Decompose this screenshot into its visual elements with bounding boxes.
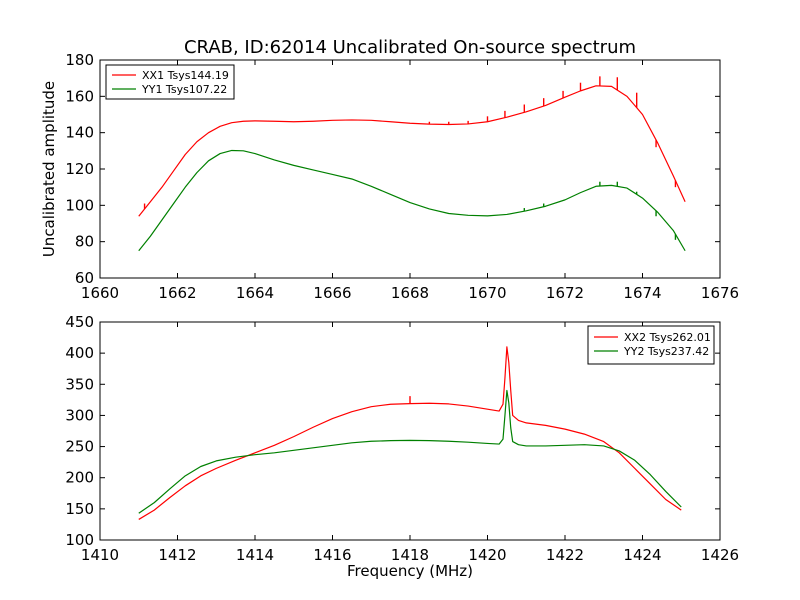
x-tick-label: 1662 [158,284,196,302]
legend-label: XX2 Tsys262.01 [624,331,711,344]
legend-label: YY1 Tsys107.22 [141,83,227,96]
y-tick-label: 350 [65,375,94,393]
legend-box [105,64,235,100]
x-tick-label: 1664 [236,284,274,302]
series-line-1 [138,346,682,520]
y-tick-label: 400 [65,344,94,362]
y-tick-label: 140 [65,124,94,142]
x-tick-label: 1674 [623,284,661,302]
x-tick-label: 1420 [468,546,506,564]
x-tick-label: 1418 [391,546,429,564]
y-tick-label: 60 [75,269,94,287]
y-tick-label: 450 [65,313,94,331]
y-tick-label: 150 [65,500,94,518]
legend-label: XX1 Tsys144.19 [142,69,229,82]
x-tick-label: 1410 [81,546,119,564]
y-tick-label: 160 [65,87,94,105]
y-tick-label: 180 [65,51,94,69]
legend-box [587,325,715,365]
chart-title: CRAB, ID:62014 Uncalibrated On-source sp… [184,37,636,58]
x-tick-label: 1422 [546,546,584,564]
series-line-2 [138,389,682,514]
bottom-panel: 1410 1412 1414 1416 1418 1420 1422 1424 1426 100 1… [65,313,739,564]
y-tick-label: 100 [65,196,94,214]
x-tick-label: 1416 [313,546,351,564]
x-tick-label: 1676 [701,284,739,302]
x-tick-label: 1666 [313,284,351,302]
x-tick-label: 1414 [236,546,274,564]
x-tick-label: 1424 [623,546,661,564]
y-tick-label: 80 [75,233,94,251]
x-tick-label: 1660 [81,284,119,302]
y-tick-label: 100 [65,531,94,549]
y-tick-label: 200 [65,469,94,487]
series-line-2 [138,149,686,252]
legend-label: YY2 Tsys237.42 [623,345,709,358]
top-panel: 1660 1662 1664 1666 1668 1670 1672 1674 1676 60 80… [65,51,739,302]
y-tick-label: 120 [65,160,94,178]
y-tick-label: 300 [65,406,94,424]
x-axis-label-bottom: Frequency (MHz) [347,562,473,580]
x-tick-label: 1670 [468,284,506,302]
x-tick-label: 1672 [546,284,584,302]
series-line-1 [138,85,686,217]
x-tick-label: 1426 [701,546,739,564]
x-tick-label: 1668 [391,284,429,302]
y-axis-label-top: Uncalibrated amplitude [40,81,58,257]
x-tick-label: 1412 [158,546,196,564]
y-tick-label: 250 [65,438,94,456]
